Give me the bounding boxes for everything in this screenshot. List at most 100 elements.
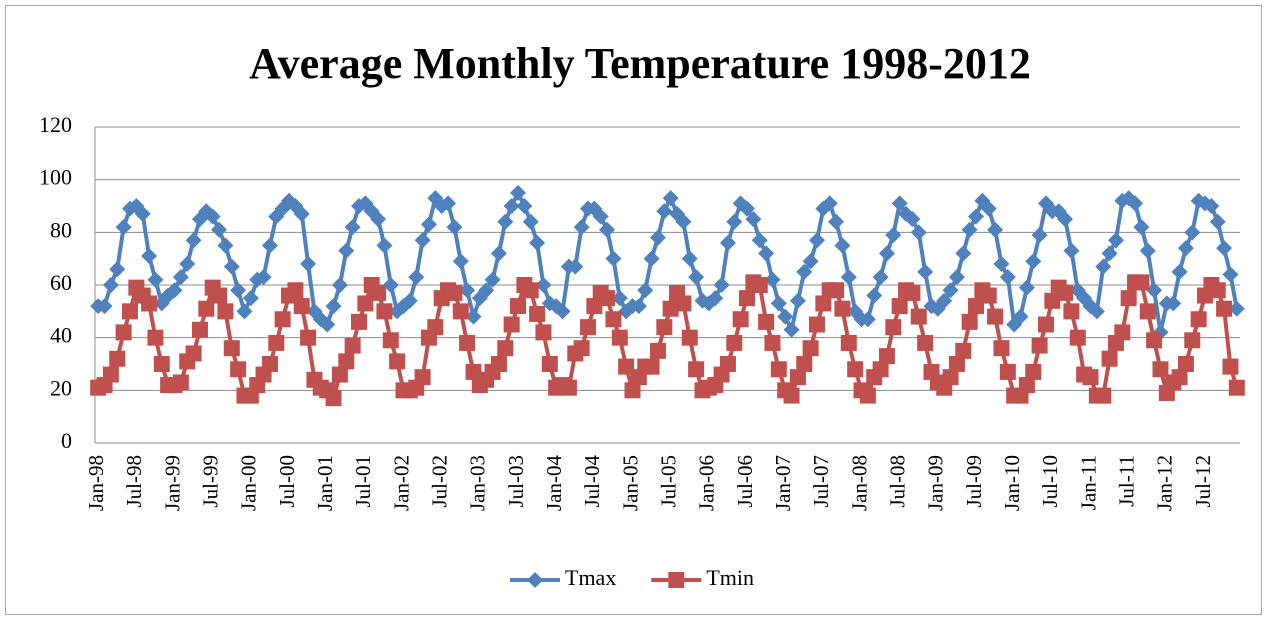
data-point (910, 224, 927, 241)
data-point (1095, 387, 1112, 404)
data-point (115, 324, 132, 341)
data-point (1114, 324, 1131, 341)
x-tick-label: Jan-06 (695, 455, 719, 511)
data-point (1101, 350, 1118, 367)
data-point (828, 282, 845, 299)
data-point (630, 298, 647, 315)
data-point (1120, 290, 1137, 307)
data-point (172, 269, 189, 286)
data-point (904, 284, 921, 301)
data-point (770, 361, 787, 378)
data-point (980, 200, 997, 217)
y-tick-label: 20 (50, 375, 72, 400)
data-point (109, 261, 126, 278)
data-point (1184, 332, 1201, 349)
data-point (382, 332, 399, 349)
data-point (331, 366, 348, 383)
data-point (427, 319, 444, 336)
data-point (497, 340, 514, 357)
data-point (1190, 311, 1207, 328)
y-tick-label: 120 (39, 112, 72, 137)
y-tick-label: 0 (61, 428, 72, 453)
data-point (764, 271, 781, 288)
data-point (293, 205, 310, 222)
data-point (300, 329, 317, 346)
x-tick-label: Jul-08 (885, 455, 909, 508)
data-point (713, 277, 730, 293)
data-point (141, 295, 158, 312)
data-point (688, 269, 705, 286)
x-tick-label: Jan-03 (466, 455, 490, 511)
x-tick-label: Jul-04 (580, 455, 604, 508)
x-tick-label: Jul-00 (275, 455, 299, 508)
data-point (522, 282, 539, 299)
data-point (611, 290, 628, 307)
data-point (230, 282, 247, 299)
data-point (993, 340, 1010, 357)
data-point (599, 221, 616, 238)
data-point (662, 300, 679, 317)
data-point (732, 311, 749, 328)
x-tick-label: Jul-03 (504, 455, 528, 508)
data-point (828, 213, 845, 230)
x-tick-label: Jan-01 (313, 455, 337, 511)
data-point (121, 303, 138, 320)
data-point (1165, 295, 1182, 312)
data-point (350, 313, 367, 330)
data-point (637, 282, 654, 299)
data-point (942, 369, 959, 386)
data-point (891, 195, 908, 212)
data-point (541, 356, 558, 372)
data-point (109, 350, 126, 367)
x-tick-label: Jul-99 (198, 455, 222, 508)
data-point (1177, 240, 1194, 257)
data-point (1216, 240, 1233, 257)
data-point (1146, 282, 1163, 299)
data-point (554, 303, 571, 320)
data-point (739, 290, 756, 307)
data-point (1171, 369, 1188, 386)
x-tick-label: Jul-02 (427, 455, 451, 508)
data-point (465, 308, 482, 325)
data-point (503, 316, 520, 333)
data-point (459, 334, 476, 351)
data-point (751, 232, 768, 249)
data-point (567, 258, 584, 275)
data-point (675, 213, 692, 230)
data-point (643, 358, 660, 375)
data-point (656, 319, 673, 336)
data-point (236, 303, 253, 320)
data-point (440, 195, 457, 212)
data-point (529, 305, 546, 322)
data-point (948, 356, 965, 372)
data-point (643, 250, 660, 267)
data-point (668, 572, 685, 588)
x-tick-label: Jul-05 (656, 455, 680, 508)
data-point (1184, 224, 1201, 241)
data-point (357, 295, 374, 312)
x-tick-label: Jan-02 (389, 455, 413, 511)
data-point (624, 382, 641, 399)
data-point (834, 237, 851, 254)
data-point (987, 308, 1004, 325)
data-point (999, 363, 1016, 380)
data-point (586, 298, 603, 315)
data-point (478, 282, 495, 299)
data-point (331, 277, 348, 293)
data-point (1025, 363, 1042, 380)
x-tick-label: Jan-11 (1076, 455, 1100, 510)
data-point (1177, 356, 1194, 372)
data-point (999, 269, 1016, 286)
data-point (414, 232, 431, 249)
data-point (815, 295, 832, 312)
data-point (1209, 282, 1226, 299)
data-point (1101, 245, 1118, 262)
data-point (446, 284, 463, 301)
data-point (414, 369, 431, 386)
data-point (230, 361, 247, 378)
data-point (490, 245, 507, 262)
data-point (789, 292, 806, 309)
data-point (1139, 242, 1156, 259)
data-point (420, 216, 437, 233)
data-point (261, 237, 278, 254)
